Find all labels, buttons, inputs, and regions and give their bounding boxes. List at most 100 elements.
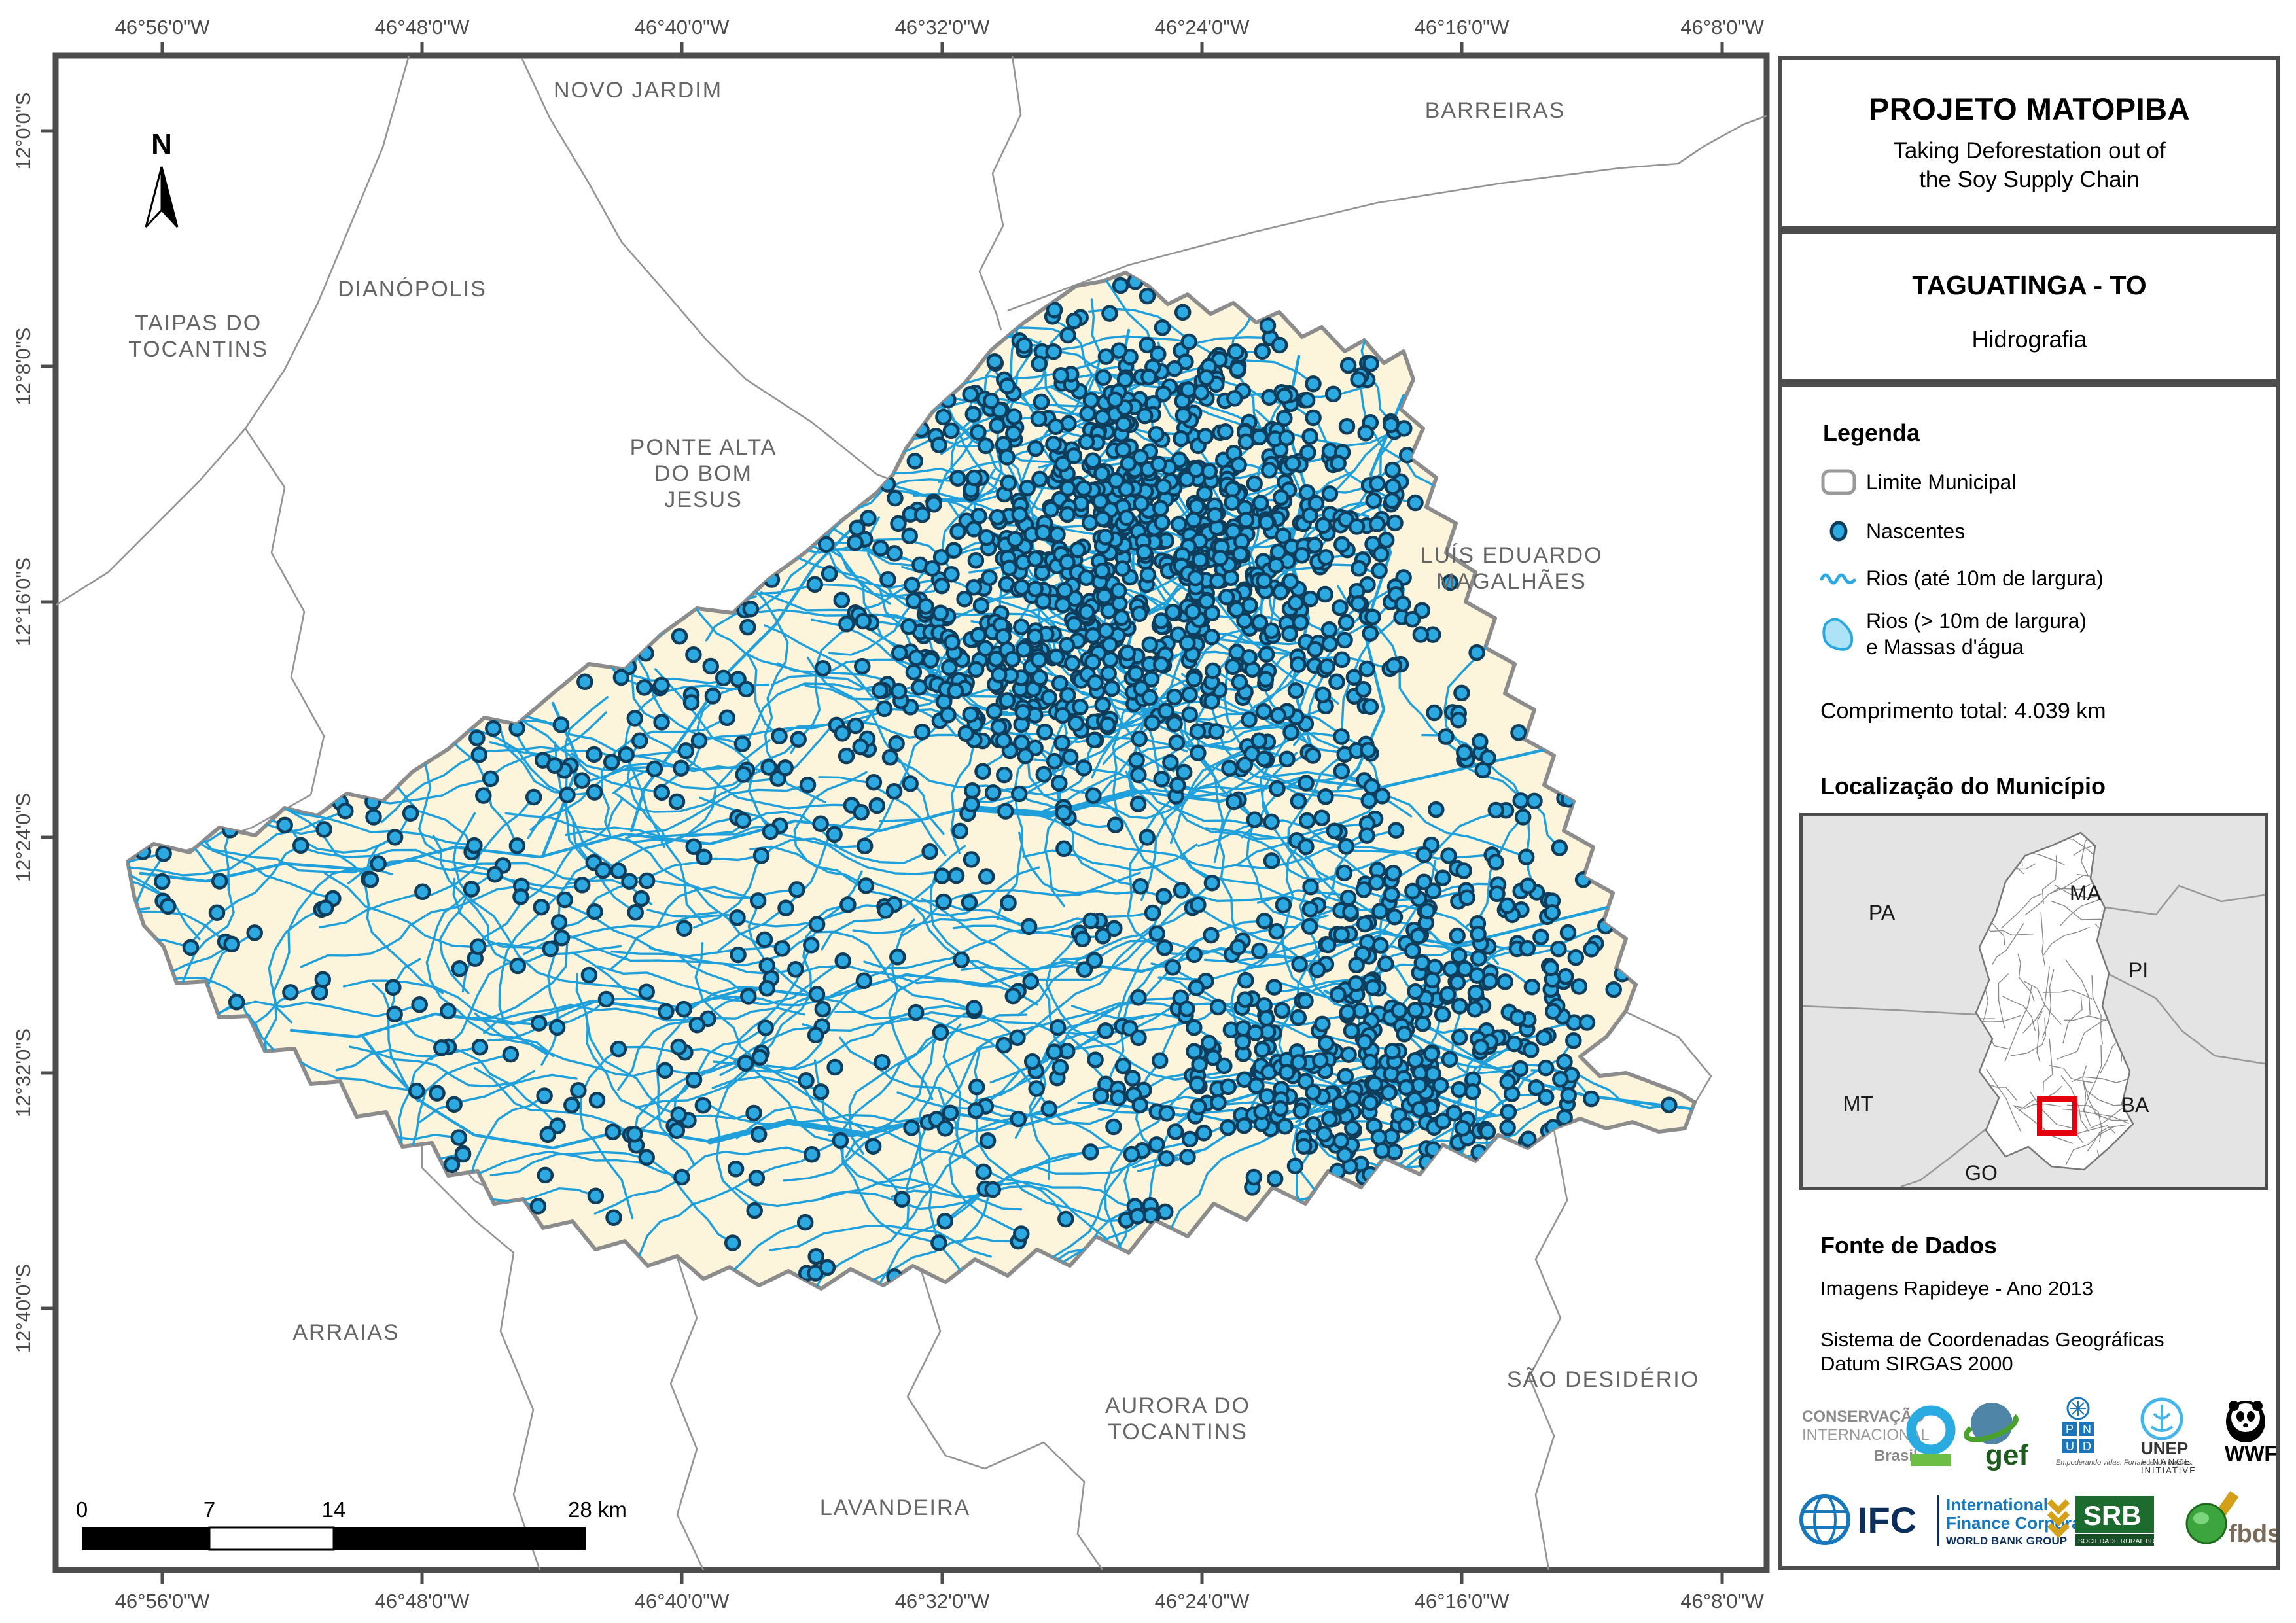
spring-dot	[1510, 724, 1527, 741]
spring-dot	[758, 980, 776, 997]
river-tributary	[703, 1101, 952, 1126]
spring-dot	[758, 957, 776, 974]
legend-item-label: Limite Municipal	[1866, 470, 2017, 494]
spring-dot	[1141, 689, 1158, 706]
spring-dot	[906, 453, 924, 470]
spring-dot	[1398, 1117, 1415, 1134]
river-tributary	[363, 836, 444, 994]
spring-dot	[1228, 601, 1245, 618]
spring-dot	[1272, 1100, 1289, 1117]
spring-dot	[787, 961, 804, 978]
spring-dot	[656, 1062, 674, 1079]
river-tributary	[571, 738, 800, 790]
spring-dot	[932, 549, 950, 566]
spring-dot	[1082, 1143, 1099, 1161]
spring-dot	[1451, 1028, 1468, 1046]
source-crs: Sistema de Coordenadas Geográficas Datum…	[1820, 1328, 2164, 1376]
river-tributary	[489, 1151, 734, 1244]
spring-dot	[633, 890, 650, 907]
spring-dot	[855, 612, 872, 630]
river-tributary	[1033, 758, 1275, 829]
spring-dot	[1535, 1029, 1553, 1046]
spring-dot	[1189, 1075, 1206, 1093]
main-map: 46°56'0"W 46°56'0"W 46°48'0"W 46°48'0"W 46°4…	[12, 16, 1770, 1613]
spring-dot	[1050, 1019, 1067, 1036]
spring-dot	[995, 1036, 1013, 1054]
spring-dot	[1550, 940, 1567, 958]
spring-dot	[864, 1138, 882, 1155]
spring-dot	[1130, 989, 1147, 1006]
spring-dot	[1181, 686, 1198, 703]
spring-dot	[1472, 1038, 1490, 1056]
spring-dot	[1079, 405, 1096, 423]
spring-dot	[1362, 698, 1379, 716]
lon-tick-label: 46°48'0"W	[375, 16, 470, 39]
state-label: PA	[1869, 901, 1896, 924]
spring-dot	[1287, 682, 1305, 699]
spring-dot	[1186, 1019, 1203, 1036]
spring-dot	[1556, 1053, 1573, 1070]
spring-dot	[1231, 546, 1249, 563]
spring-dot	[1188, 498, 1205, 515]
spring-dot	[1317, 1035, 1335, 1052]
water-body-icon	[1822, 618, 1854, 651]
spring-dot	[1235, 1117, 1253, 1134]
spring-dot	[1537, 1089, 1555, 1106]
spring-dot	[936, 1120, 954, 1137]
spring-dot	[1360, 741, 1377, 759]
lon-tick-label: 46°24'0"W	[1155, 16, 1250, 39]
river-tributary	[793, 771, 868, 887]
spring-dot	[1019, 480, 1036, 497]
spring-dot	[854, 657, 871, 675]
spring-dot	[1290, 1054, 1307, 1071]
spring-dot	[796, 1213, 814, 1231]
ifc-text: IFC	[1858, 1499, 1916, 1541]
spring-dot	[1197, 428, 1214, 445]
spring-dot	[1084, 452, 1101, 469]
spring-dot	[1087, 674, 1104, 691]
spring-dot	[799, 777, 817, 794]
spring-dot	[970, 627, 987, 644]
river-tributary	[452, 812, 648, 993]
spring-dot	[385, 979, 402, 996]
spring-dot	[1036, 723, 1053, 741]
river-tributary	[654, 668, 772, 833]
spring-dot	[627, 904, 644, 921]
spring-dot	[1542, 959, 1559, 977]
river-tributary	[874, 882, 1104, 939]
spring-dot	[1078, 603, 1095, 621]
spring-dot	[1094, 928, 1112, 945]
spring-dot	[1057, 1210, 1074, 1228]
spring-dot	[1096, 587, 1113, 604]
spring-dot	[1075, 759, 1093, 777]
spring-dot	[750, 1126, 768, 1143]
pnud-letter: U	[2066, 1440, 2074, 1453]
spring-dot	[1380, 1084, 1398, 1102]
spring-dot	[1046, 752, 1063, 770]
spring-dot	[1336, 1146, 1353, 1164]
spring-dot	[1042, 500, 1059, 518]
spring-dot	[1305, 375, 1322, 393]
spring-dot	[1000, 474, 1017, 492]
lon-tick-label: 46°8'0"W	[1680, 16, 1764, 39]
spring-dot	[362, 871, 380, 888]
river-tributary	[417, 1073, 578, 1124]
spring-dot	[1362, 355, 1379, 372]
spring-dot	[1127, 665, 1144, 682]
spring-dot	[1173, 882, 1190, 899]
spring-dot	[1166, 360, 1183, 377]
municipal-limit-swatch-icon	[1821, 469, 1856, 495]
spring-dot	[1293, 547, 1311, 564]
spring-dot	[1292, 1102, 1310, 1120]
spring-dot	[1094, 696, 1111, 714]
spring-dot	[1298, 391, 1316, 409]
spring-dot	[1383, 886, 1400, 903]
spring-dot	[1321, 1110, 1338, 1128]
river-tributary	[1144, 715, 1346, 881]
spring-dot	[771, 727, 788, 745]
state-label: MA	[2070, 881, 2102, 905]
spring-dot	[1180, 381, 1197, 398]
municipality-name: TAGUATINGA - TO	[1912, 270, 2147, 300]
spring-dot	[1385, 864, 1402, 882]
spring-dot	[798, 1072, 815, 1089]
